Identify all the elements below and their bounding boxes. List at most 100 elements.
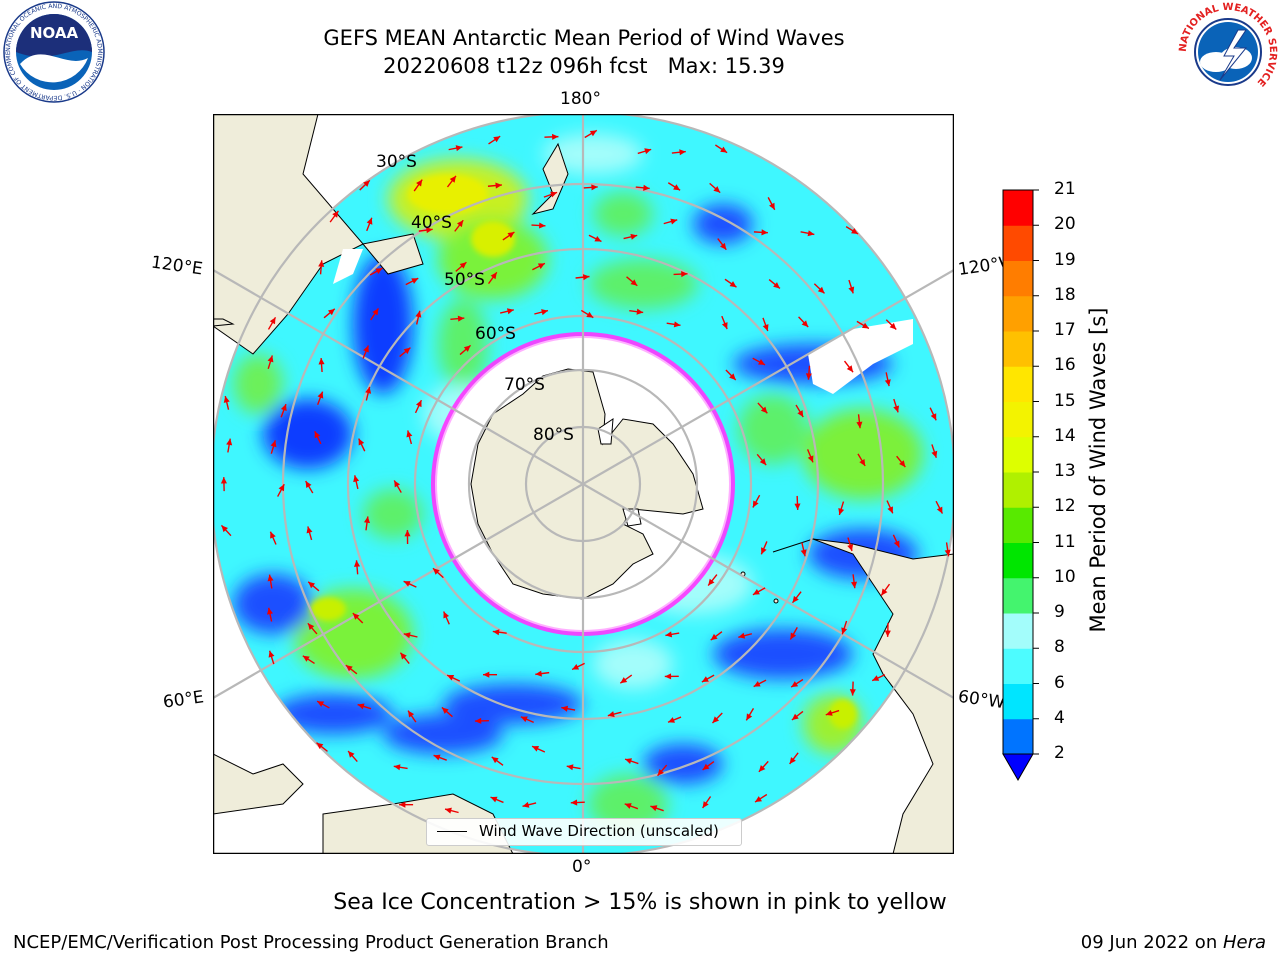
wave-arrow-head: [762, 324, 769, 332]
colorbar-segment: [1003, 718, 1033, 755]
lon-label-180: 180°: [560, 89, 601, 109]
colorbar-segment: [1003, 190, 1033, 226]
wave-arrow-head: [701, 676, 709, 683]
wave-arrow-head: [327, 308, 335, 316]
wave-arrow-head: [404, 530, 411, 537]
lat-label-30s: 30°S: [376, 152, 417, 172]
lon-label-60w: 60°W: [956, 686, 1007, 714]
wave-arrow-head: [445, 807, 452, 814]
colorbar-tick-label: 4: [1054, 707, 1065, 728]
wave-arrow-head: [456, 220, 464, 228]
wave-arrow-head: [416, 179, 423, 187]
footer-date-text: 09 Jun 2022 on: [1080, 932, 1223, 953]
wave-arrow-head: [433, 754, 441, 761]
wave-arrow-head: [702, 801, 709, 809]
wave-arrow-head: [825, 710, 833, 716]
wave-arrow-head: [220, 477, 227, 484]
wave-arrow-head: [889, 322, 897, 330]
wave-arrow-head: [316, 742, 324, 750]
wave-arrow-head: [755, 796, 762, 803]
wave-arrow-head: [643, 184, 650, 191]
wave-arrow-head: [268, 650, 275, 658]
wave-arrow-head: [794, 503, 801, 510]
colorbar-segment: [1003, 577, 1033, 614]
wave-arrow-head: [752, 588, 760, 595]
wave-arrow-head: [363, 516, 371, 524]
wave-arrow-head: [899, 460, 906, 468]
wave-arrow-head: [226, 438, 233, 446]
wave-arrow-head: [375, 268, 383, 274]
wave-arrow-head: [308, 581, 315, 589]
wave-arrow-head: [314, 431, 321, 439]
wave-arrow-head: [849, 689, 856, 696]
colorbar-segment: [1003, 366, 1033, 402]
noaa-logo: NOAA NATIONAL OCEANIC AND ATMOSPHERIC AD…: [2, 0, 105, 103]
wave-arrow-head: [758, 359, 766, 365]
wave-arrow-head: [582, 274, 590, 281]
wave-arrow-head: [752, 500, 759, 508]
colorbar-segment: [1003, 436, 1033, 473]
wave-arrow-head: [930, 413, 937, 421]
colorbar-tick-label: 9: [1054, 602, 1065, 622]
wave-arrow-head: [931, 450, 938, 458]
wind-wave-arrows: [220, 129, 951, 814]
wave-arrow-head: [650, 805, 658, 812]
colorbar-segment: [1003, 542, 1033, 579]
wave-arrow-head: [665, 631, 673, 638]
wave-arrow-head: [363, 180, 370, 187]
colorbar-title: Mean Period of Wind Waves [s]: [1086, 307, 1110, 633]
wave-arrow-head: [630, 233, 638, 240]
colorbar-segment: [1003, 683, 1033, 720]
wave-arrow-head: [817, 286, 825, 294]
wave-arrow-head: [432, 568, 440, 575]
colorbar-extend-arrow: [1002, 753, 1034, 782]
wave-arrow-head: [720, 146, 728, 153]
wave-arrow-head: [807, 230, 815, 237]
wave-arrow-head: [884, 379, 891, 387]
legend-label: Wind Wave Direction (unscaled): [479, 822, 719, 840]
wave-arrow-head: [636, 308, 644, 315]
wave-arrow-head: [426, 227, 433, 234]
colorbar-tick-label: 19: [1054, 249, 1076, 270]
wave-arrow-head: [490, 796, 498, 803]
wave-arrow-head: [539, 222, 546, 229]
wave-arrow-head: [872, 675, 880, 681]
colorbar-segment: [1003, 401, 1033, 438]
wave-arrow-head: [537, 263, 545, 269]
wave-arrow-head: [393, 764, 401, 771]
wave-arrow-head: [552, 133, 559, 140]
wave-arrow-head: [861, 322, 869, 329]
wave-arrow-head: [673, 321, 681, 328]
wave-arrow-head: [758, 765, 766, 772]
wave-arrow-head: [532, 746, 540, 752]
colorbar-tick-label: 15: [1054, 390, 1076, 411]
wave-arrow-head: [352, 613, 360, 620]
wave-arrow-head: [459, 262, 467, 269]
wave-arrow-head: [710, 633, 718, 641]
wave-arrow-head: [668, 717, 676, 723]
wave-arrow-head: [474, 717, 482, 724]
wave-arrow-head: [753, 681, 761, 687]
colorbar: [1002, 189, 1039, 782]
wave-arrow-head: [307, 623, 315, 631]
footer-host: Hera: [1222, 932, 1266, 953]
wave-arrow-head: [318, 260, 325, 267]
wave-arrow-head: [348, 751, 355, 758]
wave-arrow-head: [270, 531, 276, 539]
wave-arrow-head: [358, 438, 365, 446]
wave-arrow-head: [838, 508, 845, 515]
colorbar-segment: [1003, 295, 1033, 332]
wave-arrow-head: [769, 202, 775, 210]
lon-label-120e: 120°E: [149, 252, 204, 280]
wave-arrow-head: [789, 757, 796, 764]
wave-arrow-head: [893, 540, 900, 548]
wave-arrow-head: [493, 136, 501, 143]
wave-arrow-head: [761, 547, 767, 555]
wave-arrow-head: [673, 184, 681, 191]
wave-arrow-head: [345, 665, 353, 672]
wave-arrow-head: [712, 716, 720, 724]
wave-arrow-head: [679, 149, 686, 156]
colorbar-segment: [1003, 225, 1033, 261]
wave-arrow-head: [408, 710, 415, 718]
sea-ice-caption: Sea Ice Concentration > 15% is shown in …: [333, 890, 947, 915]
